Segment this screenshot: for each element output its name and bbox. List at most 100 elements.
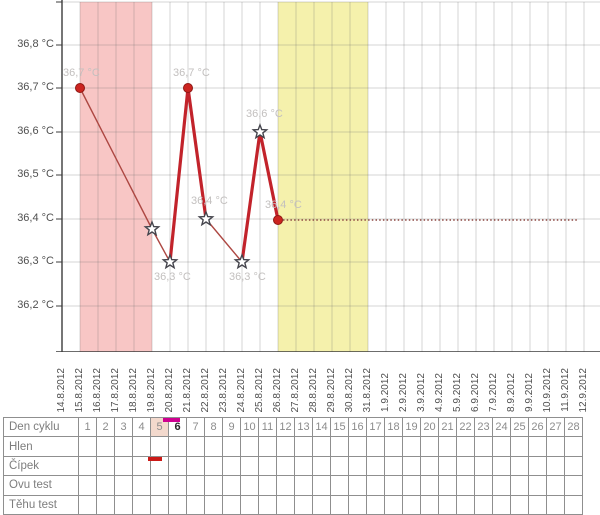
tehu-test-cell[interactable] [186,494,205,515]
cervix-cell[interactable] [312,455,331,477]
mucus-cell[interactable] [240,436,259,457]
cervix-cell[interactable] [204,455,223,477]
cycle-day-number-cell[interactable]: 8 [204,416,223,438]
mucus-cell[interactable] [222,436,241,457]
mucus-cell[interactable] [186,436,205,457]
ovu-test-cell[interactable] [420,475,439,496]
tehu-test-cell[interactable] [546,494,565,515]
tehu-test-cell[interactable] [348,494,367,515]
cycle-day-number-cell[interactable]: 1 [78,416,97,438]
mucus-cell[interactable] [402,436,421,457]
cervix-cell[interactable] [96,455,115,477]
mucus-cell[interactable] [294,436,313,457]
cervix-cell[interactable] [168,455,187,477]
ovu-test-cell[interactable] [222,475,241,496]
measured-point-marker[interactable] [183,83,193,93]
estimated-point-marker[interactable] [252,124,268,139]
cycle-day-number-cell[interactable]: 16 [348,416,367,438]
ovu-test-cell[interactable] [96,475,115,496]
tehu-test-cell[interactable] [96,494,115,515]
mucus-cell[interactable] [420,436,439,457]
tehu-test-cell[interactable] [240,494,259,515]
ovu-test-cell[interactable] [78,475,97,496]
ovu-test-cell[interactable] [258,475,277,496]
ovu-test-cell[interactable] [492,475,511,496]
measured-point-marker[interactable] [273,215,283,225]
cervix-cell[interactable] [528,455,547,477]
ovu-test-cell[interactable] [546,475,565,496]
tehu-test-cell[interactable] [438,494,457,515]
cervix-cell[interactable] [348,455,367,477]
mucus-cell[interactable] [330,436,349,457]
cervix-cell[interactable] [510,455,529,477]
tehu-test-cell[interactable] [510,494,529,515]
tehu-test-cell[interactable] [384,494,403,515]
cervix-cell[interactable] [240,455,259,477]
cervix-cell[interactable] [366,455,385,477]
cervix-cell[interactable] [384,455,403,477]
estimated-point-marker[interactable] [162,254,178,269]
mucus-cell[interactable] [384,436,403,457]
ovu-test-cell[interactable] [366,475,385,496]
cycle-day-number-cell[interactable]: 4 [132,416,151,438]
cervix-cell[interactable] [186,455,205,477]
mucus-cell[interactable] [474,436,493,457]
cycle-day-number-cell[interactable]: 14 [312,416,331,438]
tehu-test-cell[interactable] [456,494,475,515]
cycle-day-number-cell[interactable]: 3 [114,416,133,438]
cycle-day-number-cell[interactable]: 17 [366,416,385,438]
ovu-test-cell[interactable] [564,475,583,496]
mucus-cell[interactable] [258,436,277,457]
estimated-point-marker[interactable] [198,211,214,226]
tehu-test-cell[interactable] [114,494,133,515]
tehu-test-cell[interactable] [474,494,493,515]
ovu-test-cell[interactable] [348,475,367,496]
cervix-cell[interactable] [330,455,349,477]
cervix-cell[interactable] [132,455,151,477]
ovu-test-cell[interactable] [294,475,313,496]
cervix-cell[interactable] [294,455,313,477]
cycle-day-number-cell[interactable]: 10 [240,416,259,438]
cervix-cell[interactable] [222,455,241,477]
mucus-cell[interactable] [492,436,511,457]
tehu-test-cell[interactable] [366,494,385,515]
cervix-cell[interactable] [420,455,439,477]
ovu-test-cell[interactable] [474,475,493,496]
tehu-test-cell[interactable] [168,494,187,515]
tehu-test-cell[interactable] [330,494,349,515]
ovu-test-cell[interactable] [150,475,169,496]
tehu-test-cell[interactable] [204,494,223,515]
tehu-test-cell[interactable] [132,494,151,515]
tehu-test-cell[interactable] [150,494,169,515]
mucus-cell[interactable] [132,436,151,457]
cycle-day-number-cell[interactable]: 19 [402,416,421,438]
mucus-cell[interactable] [528,436,547,457]
cervix-cell[interactable] [258,455,277,477]
ovu-test-cell[interactable] [510,475,529,496]
ovu-test-cell[interactable] [384,475,403,496]
cervix-cell[interactable] [456,455,475,477]
ovu-test-cell[interactable] [132,475,151,496]
cycle-day-number-cell[interactable]: 23 [474,416,493,438]
tehu-test-cell[interactable] [222,494,241,515]
mucus-cell[interactable] [168,436,187,457]
mucus-cell[interactable] [78,436,97,457]
cervix-cell[interactable] [492,455,511,477]
cervix-cell[interactable] [276,455,295,477]
ovu-test-cell[interactable] [402,475,421,496]
cycle-day-number-cell[interactable]: 11 [258,416,277,438]
mucus-cell[interactable] [96,436,115,457]
mucus-cell[interactable] [564,436,583,457]
tehu-test-cell[interactable] [564,494,583,515]
mucus-cell[interactable] [312,436,331,457]
cycle-day-number-cell[interactable]: 25 [510,416,529,438]
ovu-test-cell[interactable] [204,475,223,496]
mucus-cell[interactable] [456,436,475,457]
ovu-test-cell[interactable] [312,475,331,496]
ovu-test-cell[interactable] [456,475,475,496]
cycle-day-number-cell[interactable]: 7 [186,416,205,438]
tehu-test-cell[interactable] [402,494,421,515]
cycle-day-number-cell[interactable]: 12 [276,416,295,438]
mucus-cell[interactable] [510,436,529,457]
ovu-test-cell[interactable] [330,475,349,496]
